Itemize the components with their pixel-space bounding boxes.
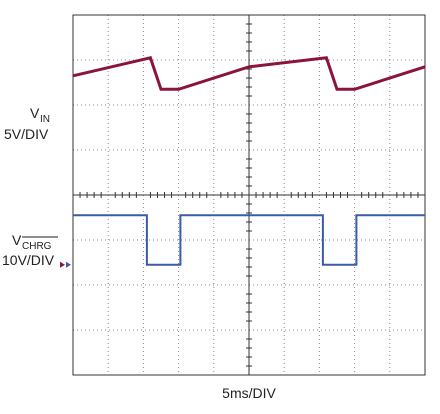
ground-marker-icon xyxy=(60,261,71,268)
ground-marker-arrow xyxy=(66,261,71,268)
grid xyxy=(72,14,426,376)
vchrg-label: V CHRG 10V/DIV xyxy=(2,232,58,268)
vchrg-scale-label: 10V/DIV xyxy=(2,252,55,268)
vin-trace xyxy=(72,56,426,91)
vchrg-label-sub: CHRG xyxy=(22,241,52,252)
vchrg-trace xyxy=(73,214,425,266)
vin-label: V IN 5V/DIV xyxy=(4,105,50,142)
vchrg-label-main: V xyxy=(12,232,22,248)
traces xyxy=(72,56,426,266)
x-axis-label: 5ms/DIV xyxy=(222,385,276,401)
vin-label-main: V xyxy=(30,105,40,121)
plot-frame xyxy=(72,14,426,376)
vin-scale-label: 5V/DIV xyxy=(4,126,49,142)
ground-marker-arrow xyxy=(60,261,65,268)
vin-label-sub: IN xyxy=(40,114,50,125)
